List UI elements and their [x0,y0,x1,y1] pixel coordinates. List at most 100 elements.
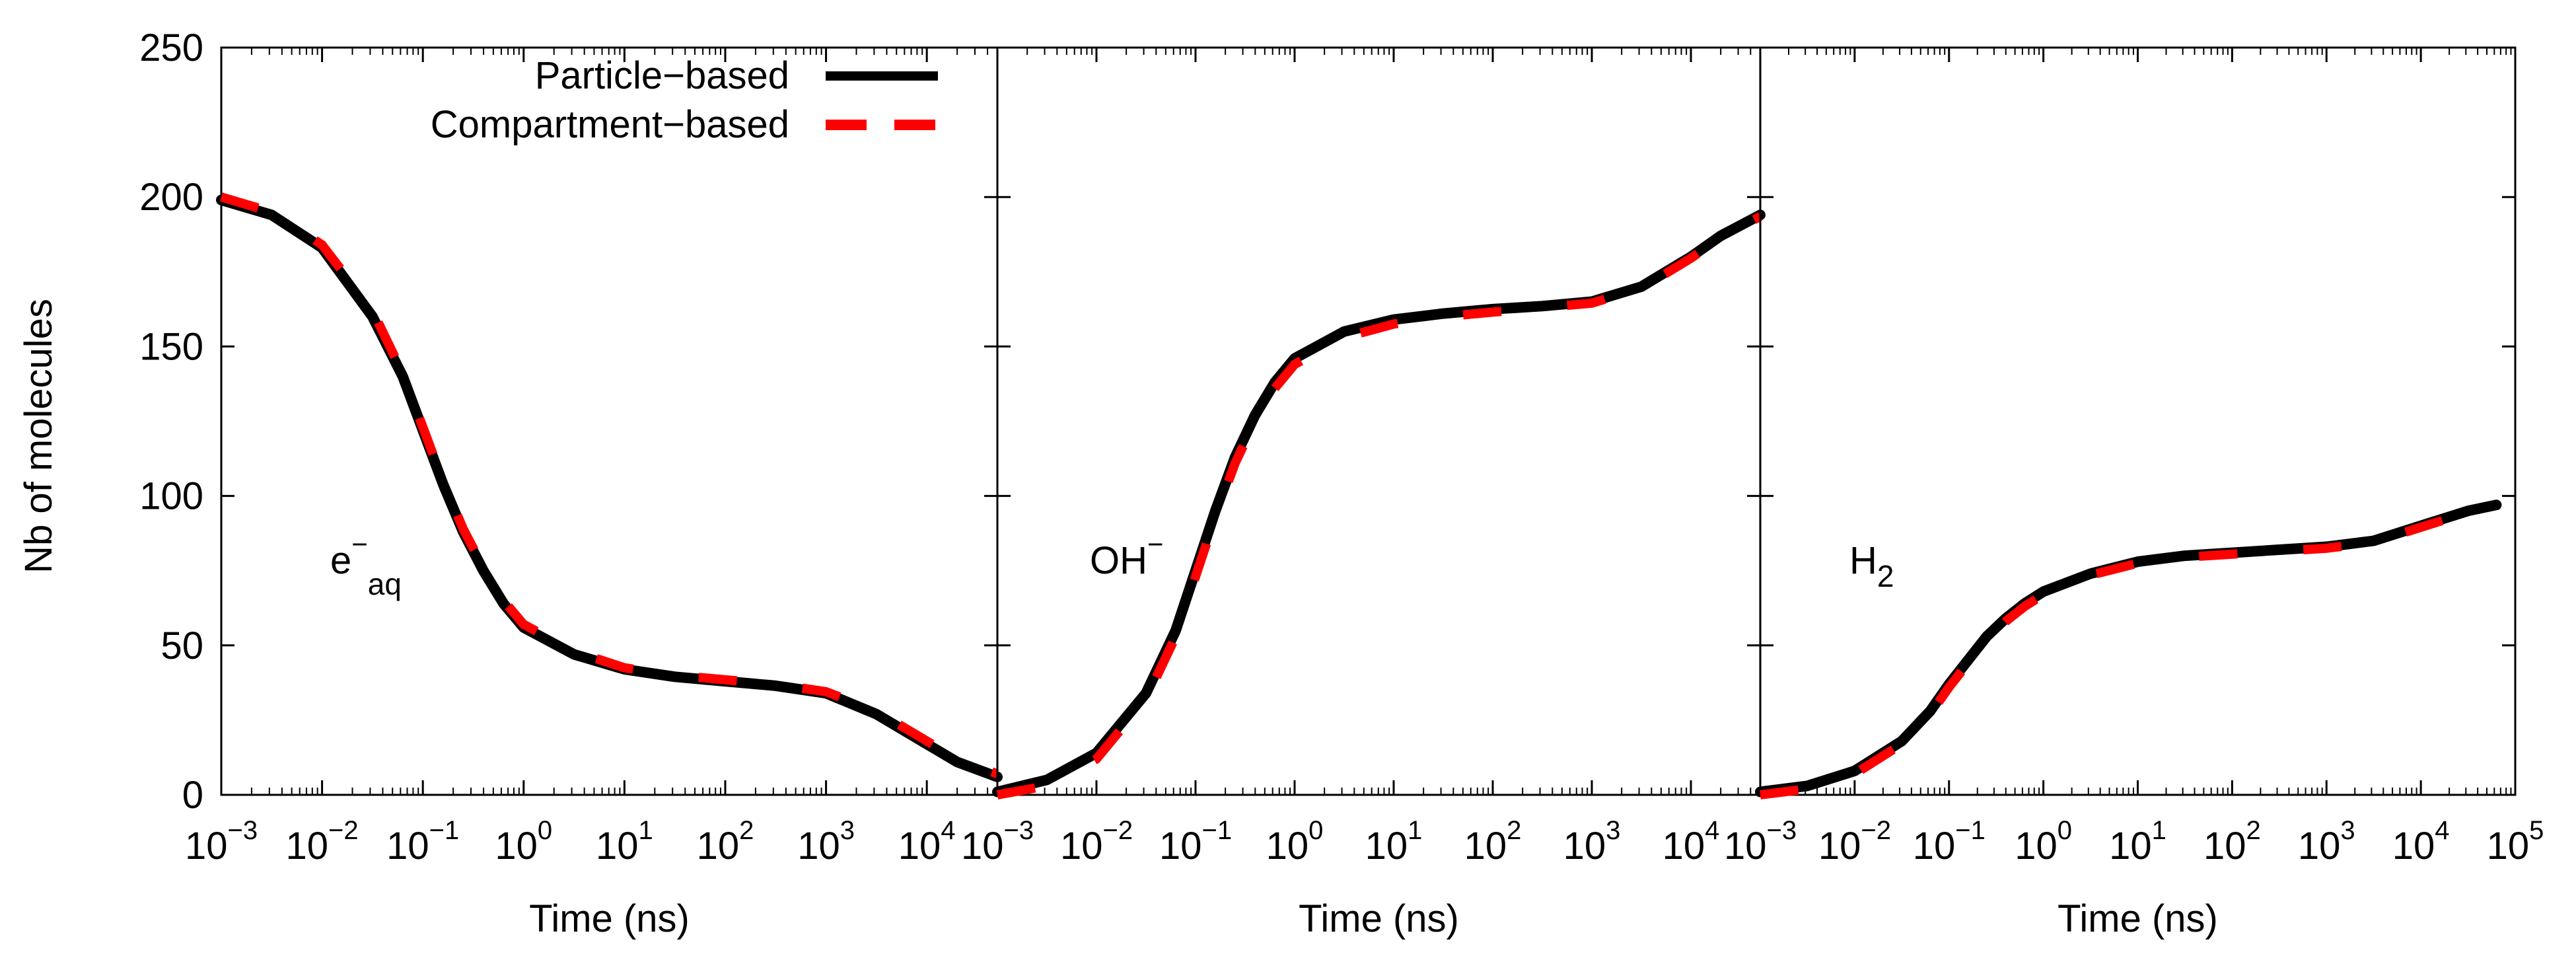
x-tick-base: 10 [1464,825,1507,868]
series-line-compartment-based [996,212,1763,799]
x-tick-base: 10 [697,825,740,868]
x-tick-label: 100 [2015,816,2072,868]
x-tick-exponent: −3 [1766,816,1797,845]
x-tick-base: 10 [1724,825,1767,868]
x-tick-label: 10−3 [961,816,1034,868]
x-tick-exponent: −2 [1861,816,1891,845]
x-axis-label: Time (ns) [2057,897,2218,940]
x-tick-exponent: 0 [1308,816,1323,845]
x-tick-base: 10 [185,825,228,868]
x-tick-exponent: 2 [1507,816,1521,845]
x-tick-base: 10 [2392,825,2435,868]
x-tick-label: 100 [1266,816,1324,868]
x-tick-exponent: −1 [1955,816,1986,845]
x-tick-label: 10−3 [185,816,258,868]
x-tick-base: 10 [1365,825,1408,868]
legend-label-particle-based: Particle−based [535,54,789,97]
x-tick-label: 10−3 [1724,816,1797,868]
x-tick-base: 10 [1266,825,1309,868]
x-tick-base: 10 [1913,825,1956,868]
x-tick-exponent: −3 [1003,816,1034,845]
species-subscript: aq [368,567,402,601]
x-tick-base: 10 [1663,825,1705,868]
x-tick-label: 10−1 [1159,816,1232,868]
series-line-particle-based [992,209,1766,797]
x-tick-base: 10 [1060,825,1103,868]
x-tick-exponent: −1 [429,816,460,845]
x-tick-label: 104 [1663,816,1720,868]
x-tick-exponent: 1 [1408,816,1422,845]
y-tick-label: 250 [139,26,203,69]
species-superscript: − [1147,529,1164,560]
x-tick-label: 10−2 [1060,816,1133,868]
x-tick-exponent: 1 [639,816,653,845]
series-line-compartment-based [220,192,999,778]
x-tick-label: 10−2 [286,816,359,868]
x-axis-label: Time (ns) [1299,897,1459,940]
species-label: H2 [1849,539,1894,593]
y-tick-label: 150 [139,325,203,368]
x-tick-label: 104 [2392,816,2450,868]
x-tick-exponent: −2 [1102,816,1133,845]
x-tick-exponent: 4 [1705,816,1719,845]
x-tick-exponent: 0 [538,816,552,845]
x-tick-label: 103 [2298,816,2355,868]
y-axis-label: Nb of molecules [17,299,60,574]
x-tick-label: 102 [697,816,754,868]
species-label: e−aq [330,529,402,601]
series-line-particle-based [216,194,1003,782]
x-tick-base: 10 [1563,825,1606,868]
x-tick-exponent: 4 [941,816,955,845]
x-tick-exponent: −3 [227,816,258,845]
x-tick-base: 10 [898,825,941,868]
x-tick-label: 102 [1464,816,1522,868]
plot-frame [220,46,999,796]
x-tick-base: 10 [2109,825,2152,868]
x-tick-base: 10 [961,825,1004,868]
x-tick-base: 10 [2015,825,2057,868]
x-axis-label: Time (ns) [529,897,690,940]
legend: Particle−based Compartment−based [431,54,938,146]
species-base: e [330,539,351,582]
x-tick-base: 10 [286,825,329,868]
legend-label-compartment-based: Compartment−based [431,103,789,146]
series-line-particle-based [1755,500,2502,797]
species-superscript: − [351,529,368,560]
x-tick-base: 10 [596,825,639,868]
x-tick-label: 105 [2487,816,2544,868]
x-tick-label: 102 [2203,816,2261,868]
x-tick-exponent: 3 [1606,816,1620,845]
x-tick-exponent: 3 [2340,816,2355,845]
x-tick-base: 10 [386,825,429,868]
x-tick-base: 10 [1818,825,1861,868]
x-tick-exponent: 3 [840,816,855,845]
y-tick-label: 100 [139,475,203,518]
x-tick-exponent: 4 [2435,816,2449,845]
x-tick-label: 103 [1563,816,1621,868]
x-tick-base: 10 [2203,825,2246,868]
x-tick-label: 101 [596,816,653,868]
y-tick-label: 200 [139,176,203,219]
species-subscript: 2 [1877,559,1894,593]
x-tick-label: 100 [495,816,552,868]
y-tick-label: 0 [182,774,203,817]
x-tick-exponent: −1 [1201,816,1232,845]
species-base: OH [1090,539,1147,582]
x-tick-base: 10 [2487,825,2530,868]
plot-frame [1759,46,2517,796]
plot-frame [996,46,1762,796]
x-tick-base: 10 [495,825,538,868]
x-tick-label: 101 [2109,816,2166,868]
x-tick-base: 10 [797,825,840,868]
x-tick-label: 101 [1365,816,1423,868]
x-tick-exponent: −2 [328,816,359,845]
x-tick-exponent: 1 [2152,816,2166,845]
species-label: OH− [1090,529,1164,582]
y-axis: 0 50 100 150 200 250 [139,26,203,817]
y-tick-label: 50 [161,624,203,667]
